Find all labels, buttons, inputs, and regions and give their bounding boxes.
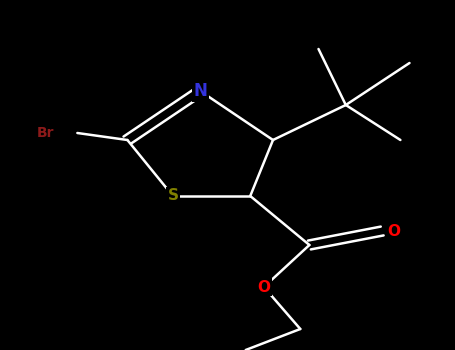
Text: Br: Br: [37, 126, 54, 140]
Text: O: O: [387, 224, 400, 238]
Text: O: O: [258, 280, 270, 294]
Text: S: S: [167, 189, 178, 203]
Text: N: N: [193, 82, 207, 100]
